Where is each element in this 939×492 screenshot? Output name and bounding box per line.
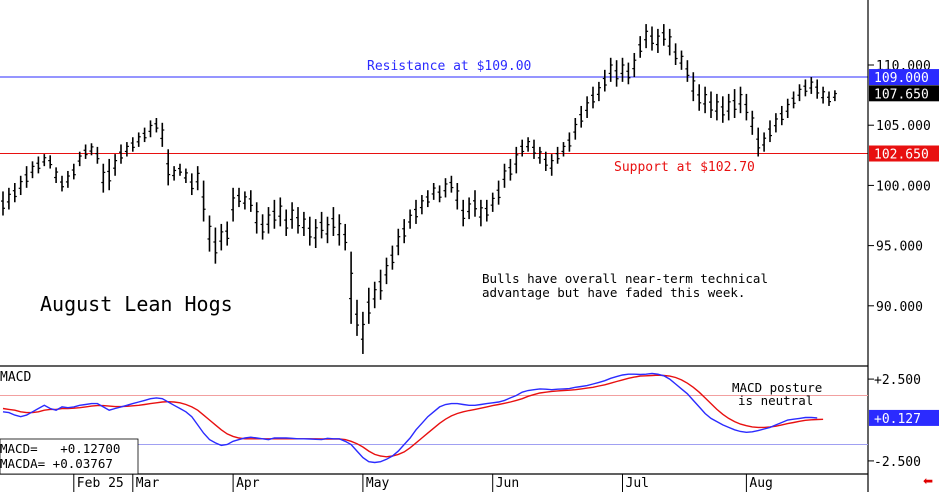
macda-readout: MACDA= +0.03767 bbox=[0, 456, 113, 471]
last-price-label: 107.650 bbox=[874, 87, 929, 102]
x-tick-label: Apr bbox=[236, 476, 260, 491]
level-badge bbox=[869, 69, 939, 86]
x-tick-label: Feb 25 bbox=[77, 476, 124, 491]
scroll-left-arrow-icon[interactable]: ⬅ bbox=[922, 474, 933, 488]
commentary-line-2: advantage but have faded this week. bbox=[482, 285, 745, 300]
price-tick-label: 95.000 bbox=[876, 240, 923, 255]
price-tick-label: 105.000 bbox=[876, 119, 931, 134]
ohlc-bars bbox=[1, 24, 837, 354]
support-annotation: Support at $102.70 bbox=[614, 160, 755, 175]
macd-label: MACD bbox=[0, 370, 31, 385]
level-badge bbox=[869, 145, 939, 162]
x-tick-label: Aug bbox=[749, 476, 772, 491]
macda-line bbox=[2, 374, 824, 458]
macd-line bbox=[2, 372, 818, 464]
macd-tick-label: +2.500 bbox=[874, 373, 921, 388]
level-badge-label: 102.650 bbox=[874, 148, 929, 163]
last-price-badge bbox=[869, 85, 939, 102]
commentary-line-1: Bulls have overall near-term technical bbox=[482, 271, 768, 286]
x-tick-label: Jul bbox=[626, 476, 649, 491]
macd-tick-label: -2.500 bbox=[874, 455, 921, 470]
macd-panel: +2.500 -2.500 +0.127 bbox=[0, 372, 939, 470]
price-tick-label: 100.000 bbox=[876, 179, 931, 194]
macd-readout-box bbox=[0, 438, 139, 475]
x-tick-label: Jun bbox=[496, 476, 519, 491]
x-tick-label: Mar bbox=[136, 476, 160, 491]
chart-title: August Lean Hogs bbox=[40, 292, 233, 316]
price-tick-label: 90.000 bbox=[876, 300, 923, 315]
macd-note-line-1: MACD posture bbox=[732, 380, 822, 395]
resistance-annotation: Resistance at $109.00 bbox=[367, 59, 531, 74]
x-axis: Feb 25 Mar Apr May Jun Jul Aug bbox=[73, 474, 773, 492]
macd-last-label: +0.127 bbox=[874, 412, 921, 427]
macd-readout: MACD= +0.12700 bbox=[0, 441, 120, 456]
x-tick-label: May bbox=[366, 476, 390, 491]
macd-note-line-2: is neutral bbox=[738, 393, 813, 408]
level-badge-label: 109.000 bbox=[874, 71, 929, 86]
macd-last-badge bbox=[869, 409, 939, 426]
horizontal-levels: 109.000 102.650 107.650 bbox=[0, 69, 939, 163]
